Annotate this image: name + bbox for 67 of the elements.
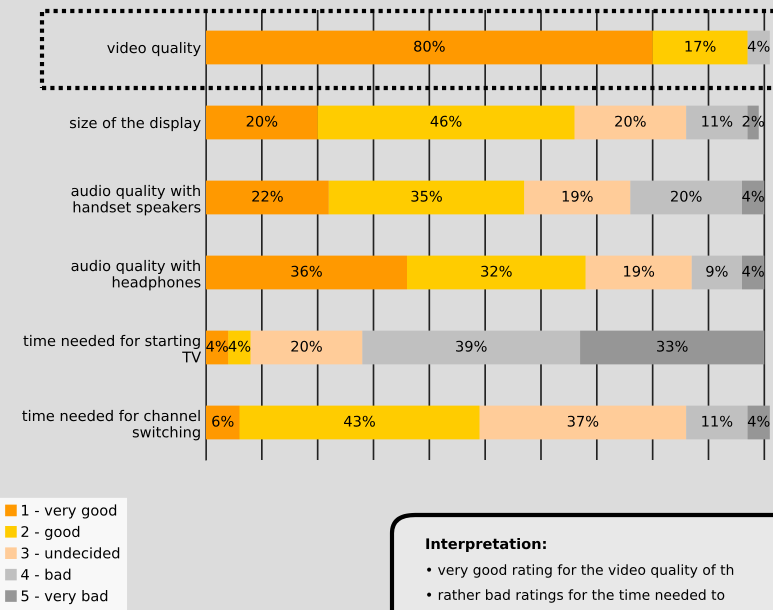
data-label: 20% [291,340,322,352]
data-label: 22% [252,190,283,202]
data-label: 46% [430,116,462,127]
bar [328,180,524,214]
bar [206,330,228,364]
data-label: 11% [702,416,732,427]
text: Interpretation: [426,538,546,552]
legend-label: 5 - very bad [22,590,108,604]
data-label: 43% [344,416,375,427]
legend-label: 2 - good [21,526,80,540]
bar [742,256,764,290]
bar [748,30,770,64]
bar [748,406,770,440]
data-label: 11% [702,116,732,127]
data-label: 4% [742,266,764,277]
data-label: 4% [228,340,250,352]
data-label: 39% [456,340,487,352]
y-tick-label: time needed for channel switching [22,410,200,440]
y-tick-label: size of the display [70,116,201,132]
bar [206,406,240,440]
bar [206,256,407,290]
data-label: 36% [291,266,322,277]
data-label: 20% [671,190,702,202]
data-label: 80% [414,40,445,52]
bar [318,106,574,140]
bar [480,406,686,440]
data-label: 37% [568,416,598,427]
bar [206,180,329,214]
bar [206,30,653,64]
bar [362,330,580,364]
data-label: 17% [686,40,716,52]
bar [742,180,764,214]
y-tick-label: audio quality with headphones [72,260,200,290]
text: • very good rating for the video quality of th [427,564,734,578]
data-label: 20% [615,116,646,127]
legend-label: 1 - very good [22,504,116,519]
legend-label: 3 - undecided [22,547,120,559]
data-label: 6% [212,416,234,427]
data-label: 4% [748,40,770,52]
y-tick-label: video quality [107,42,201,56]
data-label: 35% [411,190,442,202]
text: • rather bad ratings for the time needed to [427,589,724,603]
bar [652,30,748,64]
bar [206,106,318,140]
data-label: 19% [624,266,654,277]
y-tick-label: time needed for starting TV [23,334,202,362]
bar [692,256,742,290]
bar [240,406,480,440]
data-label: 32% [481,266,512,277]
data-label: 4% [206,340,228,352]
data-label: 9% [706,266,728,277]
bar [406,256,586,290]
legend-label: 4 - bad [21,568,70,580]
y-tick-label: audio quality with handset speakers [72,184,200,216]
data-label: 33% [657,340,688,352]
bar [574,106,686,140]
bar [524,180,630,214]
bar [630,180,742,214]
data-label: 4% [742,190,764,202]
bar [686,406,748,440]
bar [580,330,764,364]
data-label: 20% [246,116,278,127]
bar [586,256,692,290]
bar [228,330,251,364]
data-label: 4% [748,416,770,427]
bar [250,330,362,364]
data-label: 19% [562,190,593,202]
